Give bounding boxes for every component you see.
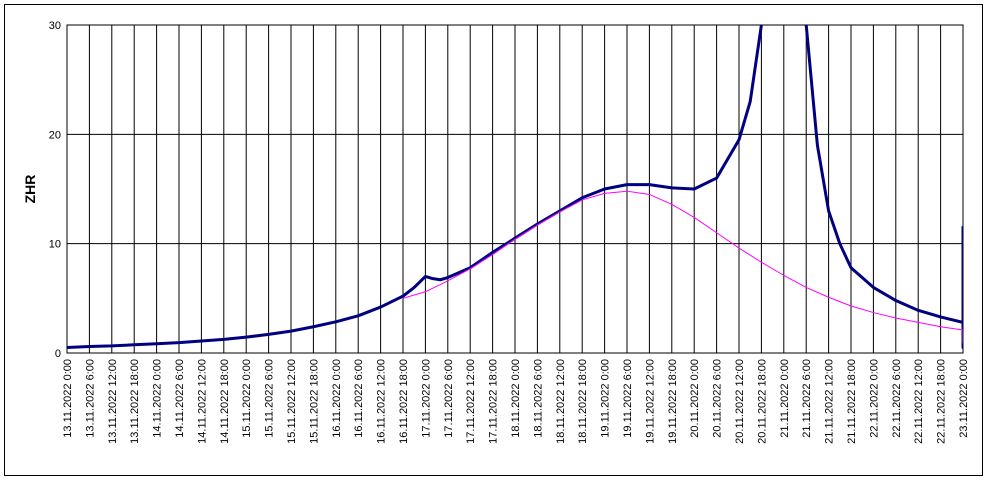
x-tick-label: 19.11.2022 6:00 xyxy=(622,359,634,438)
x-tick-label: 15.11.2022 6:00 xyxy=(264,359,276,438)
y-axis-ticks: 0 10 20 30 xyxy=(49,20,61,360)
x-tick-label: 16.11.2022 12:00 xyxy=(376,359,388,444)
x-tick-label: 15.11.2022 0:00 xyxy=(241,359,253,438)
x-tick-label: 19.11.2022 0:00 xyxy=(600,359,612,438)
y-tick-label: 30 xyxy=(49,20,61,32)
x-tick-label: 21.11.2022 18:00 xyxy=(846,359,858,444)
x-tick-label: 22.11.2022 12:00 xyxy=(913,359,925,444)
x-tick-label: 21.11.2022 0:00 xyxy=(779,359,791,438)
x-tick-label: 13.11.2022 12:00 xyxy=(107,359,119,444)
x-tick-label: 18.11.2022 12:00 xyxy=(555,359,567,444)
x-tick-label: 18.11.2022 6:00 xyxy=(532,359,544,438)
x-tick-label: 16.11.2022 6:00 xyxy=(353,359,365,438)
y-tick-label: 20 xyxy=(49,129,61,141)
series-line-observed-part2 xyxy=(804,25,963,350)
x-tick-label: 13.11.2022 6:00 xyxy=(84,359,96,438)
x-tick-label: 14.11.2022 12:00 xyxy=(196,359,208,444)
x-tick-label: 22.11.2022 0:00 xyxy=(868,359,880,438)
series-layer xyxy=(67,25,963,350)
x-tick-label: 14.11.2022 6:00 xyxy=(174,359,186,438)
y-axis-label: ZHR xyxy=(22,175,38,204)
x-tick-label: 23.11.2022 0:00 xyxy=(958,359,970,438)
x-tick-label: 17.11.2022 18:00 xyxy=(488,359,500,444)
x-tick-label: 18.11.2022 18:00 xyxy=(577,359,589,444)
x-tick-label: 22.11.2022 6:00 xyxy=(891,359,903,438)
x-axis-ticks: 13.11.2022 0:00 13.11.2022 6:00 13.11.2022… xyxy=(62,359,970,444)
x-tick-label: 17.11.2022 0:00 xyxy=(420,359,432,438)
x-tick-label: 13.11.2022 18:00 xyxy=(129,359,141,444)
x-tick-label: 18.11.2022 0:00 xyxy=(510,359,522,438)
x-tick-label: 14.11.2022 18:00 xyxy=(219,359,231,444)
x-tick-label: 16.11.2022 0:00 xyxy=(331,359,343,438)
x-tick-label: 21.11.2022 6:00 xyxy=(801,359,813,438)
x-tick-label: 22.11.2022 18:00 xyxy=(936,359,948,444)
series-line-observed xyxy=(67,25,763,350)
chart-frame: 0 10 20 30 13.11.2022 0:00 13.11.2022 6:00 13… xyxy=(4,4,983,476)
series-line-background xyxy=(402,190,963,344)
grid xyxy=(66,24,964,354)
x-tick-label: 19.11.2022 12:00 xyxy=(644,359,656,444)
y-tick-label: 0 xyxy=(55,348,61,360)
x-tick-label: 16.11.2022 18:00 xyxy=(398,359,410,444)
x-tick-label: 13.11.2022 0:00 xyxy=(62,359,74,438)
x-tick-label: 19.11.2022 18:00 xyxy=(667,359,679,444)
x-tick-label: 20.11.2022 12:00 xyxy=(734,359,746,444)
x-tick-label: 21.11.2022 12:00 xyxy=(824,359,836,444)
x-tick-label: 17.11.2022 12:00 xyxy=(465,359,477,444)
y-tick-label: 10 xyxy=(49,239,61,251)
x-tick-label: 15.11.2022 18:00 xyxy=(308,359,320,444)
x-tick-label: 20.11.2022 0:00 xyxy=(689,359,701,438)
x-tick-label: 20.11.2022 6:00 xyxy=(712,359,724,438)
x-tick-label: 20.11.2022 18:00 xyxy=(756,359,768,444)
x-tick-label: 14.11.2022 0:00 xyxy=(152,359,164,438)
x-tick-label: 15.11.2022 12:00 xyxy=(286,359,298,444)
x-tick-label: 17.11.2022 6:00 xyxy=(443,359,455,438)
